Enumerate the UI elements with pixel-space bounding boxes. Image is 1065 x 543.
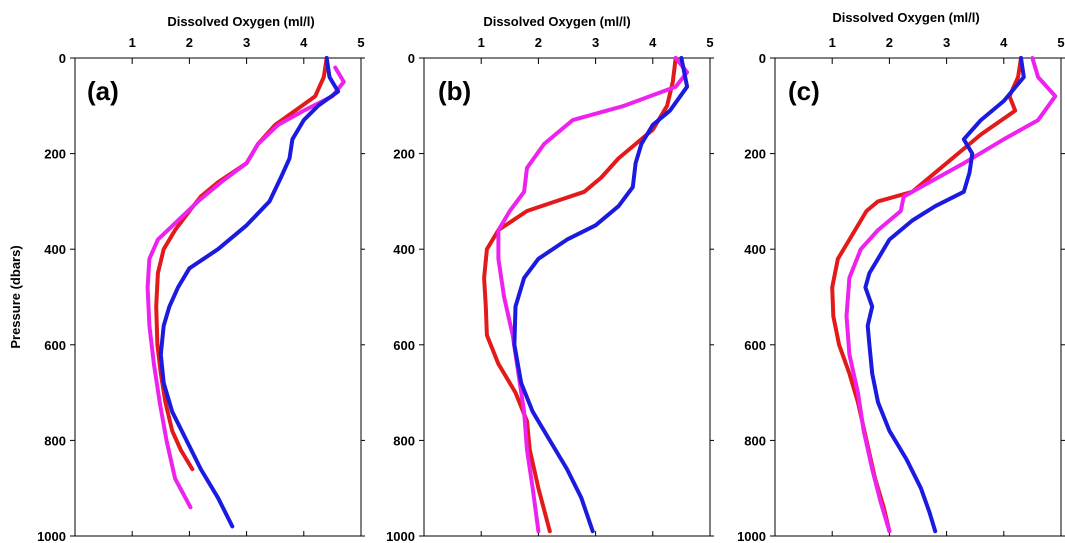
chart-panel-b: Dissolved Oxygen (ml/l) (b) 1 2 3 4 5 0 200 40…: [386, 14, 714, 543]
y-tick-label: 800: [393, 433, 415, 448]
x-tick-label: 3: [943, 35, 950, 50]
y-tick-label: 600: [44, 338, 66, 353]
y-tick-label: 200: [44, 147, 66, 162]
x-tick-label: 2: [535, 35, 542, 50]
series-group: [830, 56, 1058, 534]
x-tick-label: 3: [592, 35, 599, 50]
y-tick-label: 1000: [386, 529, 415, 543]
chart-panel-c: Dissolved Oxygen (ml/l) (c) 1 2 3 4 5 0 200 40…: [737, 10, 1065, 543]
plot-area-frame: [423, 57, 711, 537]
series-line-2: [145, 65, 346, 510]
x-tick-label: 2: [886, 35, 893, 50]
y-ticks: 0 200 400 600 800 1000: [737, 51, 1065, 543]
x-axis-title: Dissolved Oxygen (ml/l): [832, 10, 979, 25]
x-ticks: 1 2 3 4 5: [478, 35, 714, 536]
y-tick-label: 200: [393, 147, 415, 162]
x-tick-label: 3: [243, 35, 250, 50]
x-tick-label: 1: [129, 35, 136, 50]
y-tick-label: 400: [744, 242, 766, 257]
x-axis-title: Dissolved Oxygen (ml/l): [167, 14, 314, 29]
x-tick-label: 4: [649, 35, 657, 50]
y-ticks: 0 200 400 600 800 1000: [386, 51, 714, 543]
x-tick-label: 1: [829, 35, 836, 50]
y-ticks: 0 200 400 600 800 1000: [37, 51, 365, 543]
series-line-2: [496, 56, 690, 534]
y-tick-label: 1000: [737, 529, 766, 543]
x-tick-label: 4: [1000, 35, 1008, 50]
series-line-3: [863, 56, 1026, 534]
y-tick-label: 0: [759, 51, 766, 66]
series-group: [482, 56, 690, 534]
chart-panel-a: Dissolved Oxygen (ml/l) Pressure (dbars)…: [8, 14, 365, 543]
series-line-3: [158, 56, 341, 529]
x-tick-label: 5: [1057, 35, 1064, 50]
series-line-2: [844, 56, 1058, 534]
plot-area-frame: [774, 57, 1062, 537]
y-tick-label: 800: [744, 433, 766, 448]
x-tick-label: 2: [186, 35, 193, 50]
plot-area-frame: [74, 57, 362, 537]
y-tick-label: 1000: [37, 529, 66, 543]
panel-label: (c): [788, 76, 820, 106]
y-tick-label: 0: [59, 51, 66, 66]
series-group: [145, 56, 346, 529]
series-line-3: [512, 56, 690, 534]
panel-label: (a): [87, 76, 119, 106]
x-ticks: 1 2 3 4 5: [129, 35, 365, 536]
y-tick-label: 800: [44, 433, 66, 448]
y-tick-label: 400: [393, 242, 415, 257]
x-axis-title: Dissolved Oxygen (ml/l): [483, 14, 630, 29]
y-tick-label: 600: [393, 338, 415, 353]
y-tick-label: 600: [744, 338, 766, 353]
series-line-1: [154, 56, 329, 472]
x-tick-label: 4: [300, 35, 308, 50]
x-tick-label: 5: [706, 35, 713, 50]
x-tick-label: 5: [357, 35, 364, 50]
y-tick-label: 200: [744, 147, 766, 162]
x-tick-label: 1: [478, 35, 485, 50]
x-ticks: 1 2 3 4 5: [829, 35, 1065, 536]
y-axis-title: Pressure (dbars): [8, 245, 23, 348]
panel-label: (b): [438, 76, 471, 106]
y-tick-label: 0: [408, 51, 415, 66]
y-tick-label: 400: [44, 242, 66, 257]
